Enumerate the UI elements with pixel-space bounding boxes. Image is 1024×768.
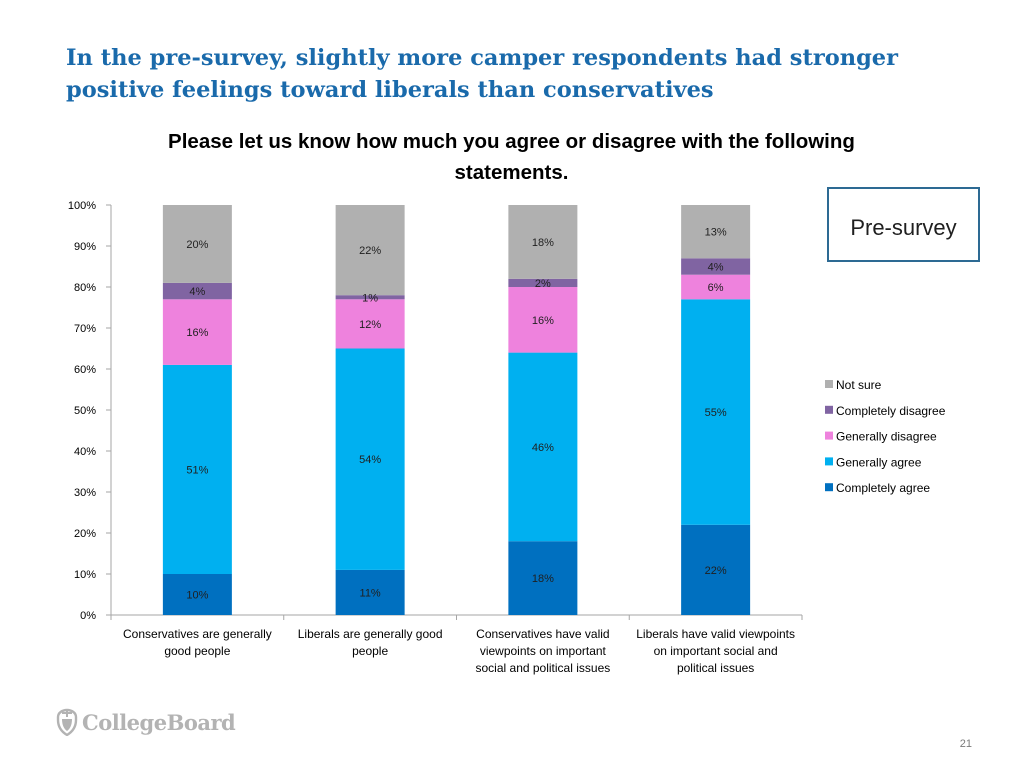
pre-survey-label: Pre-survey — [850, 215, 957, 240]
bar-completely-agree — [681, 524, 751, 615]
data-label: 4% — [189, 286, 205, 298]
bar-completely-disagree — [508, 278, 578, 287]
bar-generally-agree — [681, 299, 751, 525]
data-label: 16% — [186, 327, 208, 339]
bar-completely-agree — [162, 574, 232, 615]
bar-generally-disagree — [508, 287, 578, 353]
data-label: 2% — [535, 278, 551, 290]
x-category-label: people — [352, 644, 388, 658]
y-tick-label: 100% — [68, 200, 96, 212]
data-label: 12% — [359, 319, 381, 331]
data-label: 22% — [705, 565, 727, 577]
legend-label: Generally disagree — [836, 430, 937, 444]
bar-not-sure — [162, 205, 232, 283]
bar-not-sure — [681, 205, 751, 259]
data-label: 46% — [532, 442, 554, 454]
bar-generally-disagree — [162, 299, 232, 365]
y-tick-label: 40% — [74, 446, 96, 458]
legend-swatch — [825, 431, 833, 440]
data-label: 22% — [359, 245, 381, 257]
bar-generally-disagree — [335, 299, 405, 349]
x-category-label: Liberals have valid viewpoints — [636, 627, 795, 641]
data-label: 20% — [186, 239, 208, 251]
legend-swatch — [825, 457, 833, 466]
bar-not-sure — [335, 205, 405, 296]
y-tick-label: 70% — [74, 323, 96, 335]
y-tick-label: 30% — [74, 487, 96, 499]
x-category-label: on important social and — [654, 644, 778, 658]
x-category-label: social and political issues — [476, 661, 611, 675]
data-label: 1% — [362, 292, 378, 304]
acorn-icon — [56, 708, 78, 736]
data-label: 13% — [705, 227, 727, 239]
y-tick-label: 80% — [74, 282, 96, 294]
chart-title: Please let us know how much you agree or… — [168, 130, 855, 184]
data-label: 16% — [532, 315, 554, 327]
data-label: 54% — [359, 454, 381, 466]
x-category-label: good people — [164, 644, 230, 658]
x-category-label: viewpoints on important — [480, 644, 607, 658]
bar-generally-agree — [335, 348, 405, 570]
y-tick-label: 0% — [80, 610, 96, 622]
bar-completely-disagree — [681, 258, 751, 275]
bar-completely-agree — [335, 569, 405, 615]
x-category-label: political issues — [677, 661, 754, 675]
legend-label: Generally agree — [836, 455, 922, 469]
data-label: 55% — [705, 407, 727, 419]
data-label: 18% — [532, 237, 554, 249]
legend-swatch — [825, 380, 833, 388]
bar-generally-disagree — [681, 274, 751, 300]
bar-completely-disagree — [335, 295, 405, 300]
legend-swatch — [825, 405, 833, 414]
logo-text: CollegeBoard — [82, 709, 236, 735]
data-label: 18% — [532, 573, 554, 585]
x-category-label: Conservatives are generally — [123, 627, 272, 641]
x-category-label: Liberals are generally good — [298, 627, 443, 641]
bar-completely-disagree — [162, 282, 232, 300]
y-tick-label: 60% — [74, 364, 96, 376]
collegeboard-logo: CollegeBoard — [56, 708, 236, 736]
legend-label: Not sure — [836, 378, 882, 392]
legend-swatch — [825, 483, 833, 492]
pre-survey-badge: Pre-survey — [827, 187, 980, 262]
data-label: 11% — [360, 587, 381, 599]
x-category-label: Conservatives have valid — [476, 627, 609, 641]
data-label: 10% — [186, 590, 208, 602]
bar-completely-agree — [508, 541, 578, 615]
y-tick-label: 90% — [74, 241, 96, 253]
legend-label: Completely disagree — [836, 404, 946, 418]
y-tick-label: 50% — [74, 405, 96, 417]
y-tick-label: 20% — [74, 528, 96, 540]
bar-generally-agree — [508, 352, 578, 542]
y-tick-label: 10% — [74, 569, 96, 581]
data-label: 6% — [708, 282, 724, 294]
data-label: 51% — [186, 464, 208, 476]
data-label: 4% — [708, 262, 724, 274]
page-number: 21 — [959, 738, 972, 750]
legend-label: Completely agree — [836, 481, 930, 495]
slide-title: In the pre-survey, slightly more camper … — [66, 45, 898, 103]
bar-not-sure — [508, 205, 578, 279]
bar-generally-agree — [162, 364, 232, 574]
